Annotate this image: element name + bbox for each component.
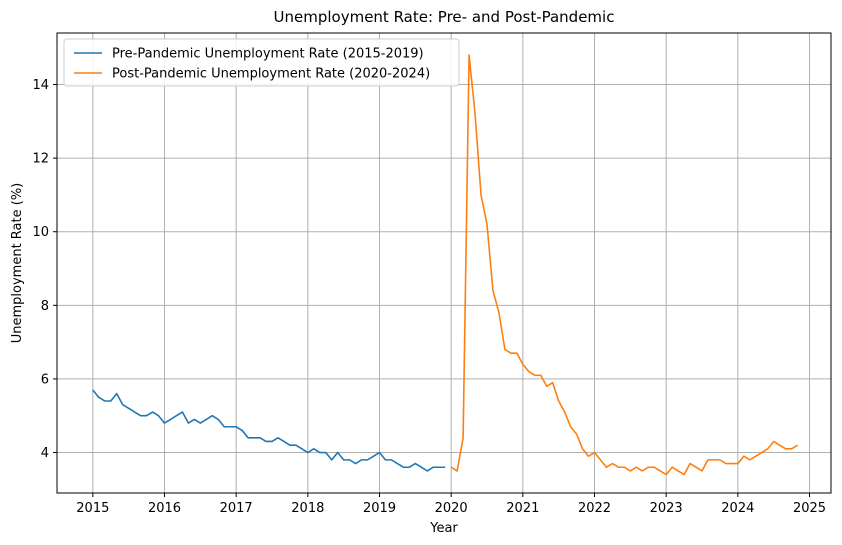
x-tick-label: 2024 — [721, 501, 754, 516]
grid-lines — [57, 33, 831, 493]
x-tick-label: 2019 — [363, 501, 396, 516]
series-line-pre-pandemic — [92, 389, 446, 472]
x-tick-label: 2021 — [506, 501, 539, 516]
x-tick-label: 2018 — [291, 501, 324, 516]
x-axis-label: Year — [429, 521, 458, 536]
y-tick-label: 4 — [41, 446, 49, 461]
y-tick-label: 10 — [32, 225, 49, 240]
axis-ticks: 2015 2016 2017 2018 2019 2020 2021 2022 2023 2024… — [32, 78, 826, 516]
y-tick-label: 14 — [32, 78, 49, 93]
y-tick-label: 6 — [41, 372, 49, 387]
series-lines — [92, 54, 798, 476]
x-tick-label: 2022 — [578, 501, 611, 516]
plot-frame — [56, 32, 832, 494]
legend-label: Post-Pandemic Unemployment Rate (2020-20… — [112, 67, 430, 82]
legend-label: Pre-Pandemic Unemployment Rate (2015-201… — [112, 47, 424, 62]
x-tick-label: 2020 — [435, 501, 468, 516]
x-tick-label: 2025 — [793, 501, 826, 516]
x-tick-label: 2016 — [148, 501, 181, 516]
legend-frame — [63, 38, 460, 87]
series-line-post-pandemic — [450, 54, 798, 476]
chart-title: Unemployment Rate: Pre- and Post-Pandemi… — [274, 8, 615, 26]
y-tick-label: 12 — [32, 152, 49, 167]
x-tick-label: 2015 — [76, 501, 109, 516]
legend: Pre-Pandemic Unemployment Rate (2015-201… — [63, 38, 460, 87]
x-tick-label: 2023 — [650, 501, 683, 516]
y-tick-label: 8 — [41, 299, 49, 314]
x-tick-label: 2017 — [220, 501, 253, 516]
y-axis-label: Unemployment Rate (%) — [10, 183, 25, 344]
